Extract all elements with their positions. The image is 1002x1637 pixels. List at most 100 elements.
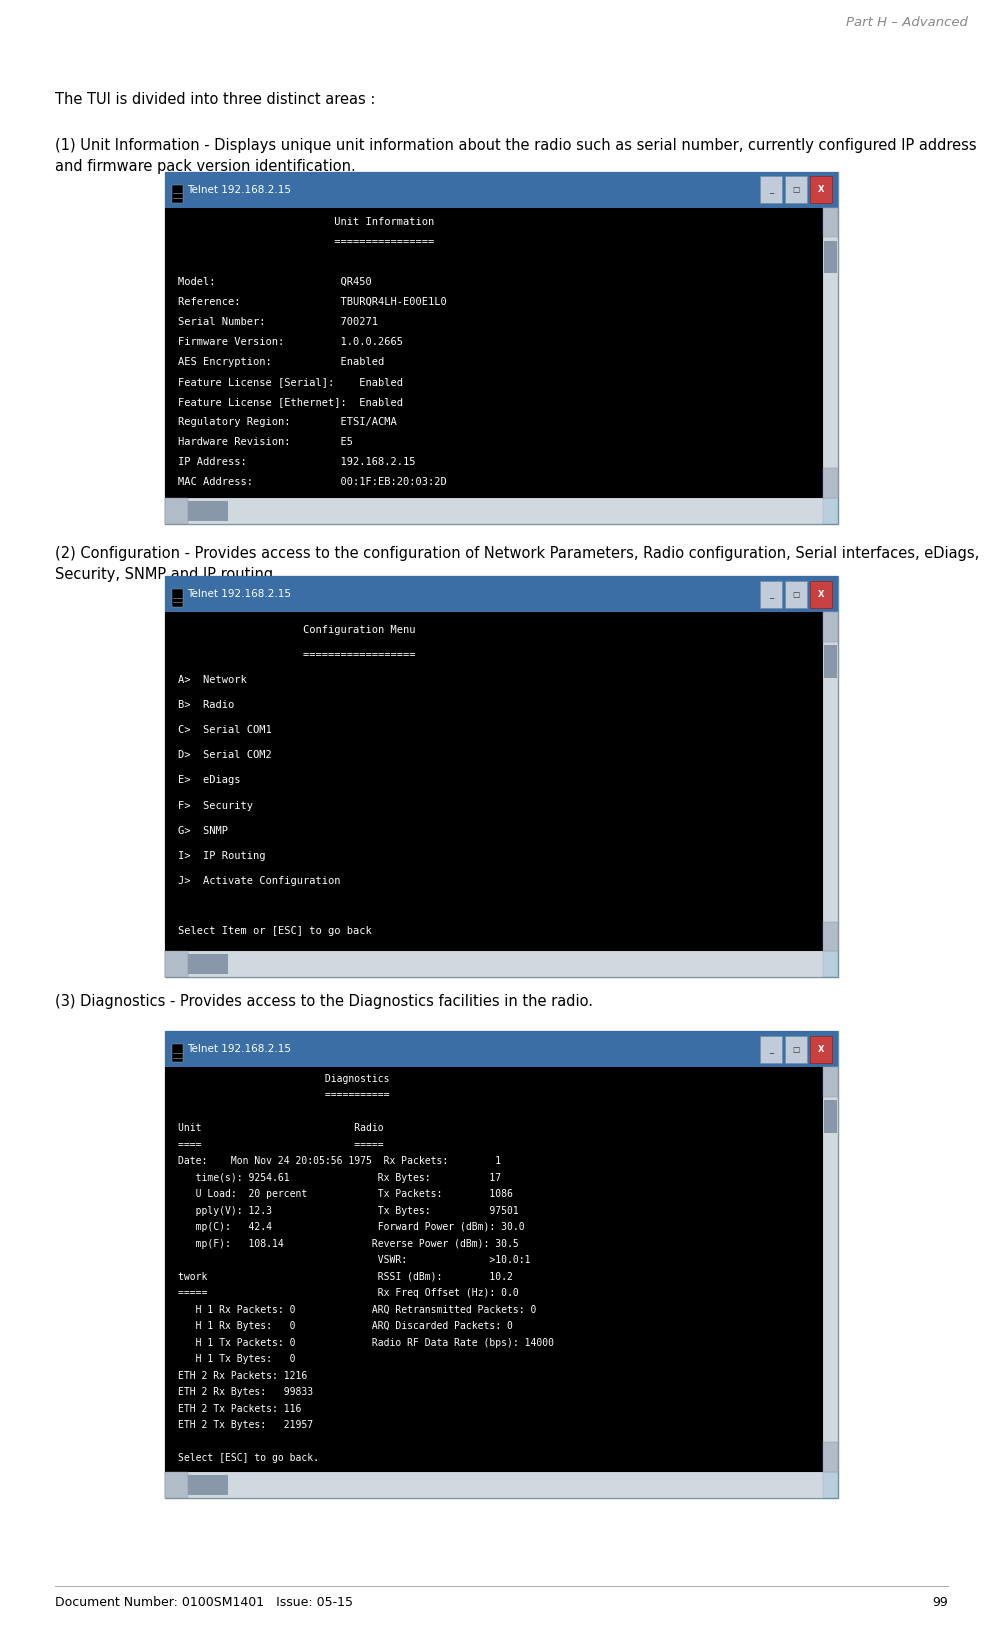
Bar <box>171 1044 182 1062</box>
Bar <box>760 177 782 203</box>
Bar <box>810 177 832 203</box>
Bar <box>823 1067 837 1097</box>
Text: ETH 2 Rx Packets: 1216: ETH 2 Rx Packets: 1216 <box>177 1370 307 1382</box>
Text: Unit                          Radio: Unit Radio <box>177 1123 383 1133</box>
Bar <box>165 172 837 208</box>
Bar <box>824 241 836 273</box>
Text: X: X <box>818 589 824 599</box>
Text: D>  Serial COM2: D> Serial COM2 <box>177 750 271 760</box>
Bar <box>165 576 837 977</box>
Bar <box>165 1067 823 1472</box>
Text: H 1 Tx Bytes:   0: H 1 Tx Bytes: 0 <box>177 1354 295 1364</box>
Text: F>  Security: F> Security <box>177 800 253 810</box>
Text: Serial Number:            700271: Serial Number: 700271 <box>177 318 377 327</box>
Text: (2) Configuration - Provides access to the configuration of Network Parameters, : (2) Configuration - Provides access to t… <box>55 545 978 581</box>
Text: Telnet 192.168.2.15: Telnet 192.168.2.15 <box>187 589 292 599</box>
Text: G>  SNMP: G> SNMP <box>177 825 227 835</box>
Text: C>  Serial COM1: C> Serial COM1 <box>177 725 271 735</box>
Bar <box>823 612 837 642</box>
Text: ETH 2 Rx Bytes:   99833: ETH 2 Rx Bytes: 99833 <box>177 1388 313 1398</box>
Text: Select [ESC] to go back.: Select [ESC] to go back. <box>177 1454 319 1463</box>
Bar <box>171 185 182 203</box>
Bar <box>810 1036 832 1062</box>
Bar <box>165 172 837 524</box>
Text: Document Number: 0100SM1401   Issue: 05-15: Document Number: 0100SM1401 Issue: 05-15 <box>55 1596 353 1609</box>
Text: E>  eDiags: E> eDiags <box>177 776 239 786</box>
Text: pply(V): 12.3                  Tx Bytes:          97501: pply(V): 12.3 Tx Bytes: 97501 <box>177 1206 518 1216</box>
Text: ====                          =====: ==== ===== <box>177 1139 383 1149</box>
Text: VSWR:              >10.0:1: VSWR: >10.0:1 <box>177 1256 529 1265</box>
Bar <box>785 177 807 203</box>
Text: □: □ <box>792 1044 800 1054</box>
Bar <box>823 612 837 951</box>
Bar <box>171 589 182 607</box>
Text: _: _ <box>769 1044 773 1054</box>
Bar <box>823 208 837 498</box>
Text: Telnet 192.168.2.15: Telnet 192.168.2.15 <box>187 185 292 195</box>
Text: Reference:                TBURQR4LH-E00E1L0: Reference: TBURQR4LH-E00E1L0 <box>177 296 446 306</box>
Text: X: X <box>818 1044 824 1054</box>
Bar <box>824 1100 836 1133</box>
Bar <box>165 576 837 612</box>
Bar <box>187 1475 227 1495</box>
Bar <box>810 581 832 607</box>
Text: Unit Information: Unit Information <box>177 216 433 228</box>
Text: X: X <box>818 185 824 195</box>
Bar <box>165 951 823 977</box>
Bar <box>165 208 823 498</box>
Bar <box>165 1472 187 1498</box>
Text: 99: 99 <box>931 1596 947 1609</box>
Text: twork                             RSSI (dBm):        10.2: twork RSSI (dBm): 10.2 <box>177 1272 512 1282</box>
Bar <box>187 501 227 521</box>
Bar <box>823 468 837 498</box>
Bar <box>760 581 782 607</box>
Text: I>  IP Routing: I> IP Routing <box>177 851 265 861</box>
Text: Telnet 192.168.2.15: Telnet 192.168.2.15 <box>187 1044 292 1054</box>
Text: time(s): 9254.61               Rx Bytes:          17: time(s): 9254.61 Rx Bytes: 17 <box>177 1172 500 1184</box>
Bar <box>823 1442 837 1472</box>
Text: _: _ <box>769 589 773 599</box>
Text: Select Item or [ESC] to go back: Select Item or [ESC] to go back <box>177 927 371 936</box>
Text: A>  Network: A> Network <box>177 674 246 684</box>
Text: ==================: ================== <box>177 650 415 660</box>
Text: J>  Activate Configuration: J> Activate Configuration <box>177 876 340 886</box>
Bar <box>760 1036 782 1062</box>
Text: mp(F):   108.14               Reverse Power (dBm): 30.5: mp(F): 108.14 Reverse Power (dBm): 30.5 <box>177 1239 518 1249</box>
Bar <box>165 951 187 977</box>
Text: Date:    Mon Nov 24 20:05:56 1975  Rx Packets:        1: Date: Mon Nov 24 20:05:56 1975 Rx Packet… <box>177 1156 500 1167</box>
Text: □: □ <box>792 589 800 599</box>
Bar <box>165 498 187 524</box>
Text: H 1 Rx Bytes:   0             ARQ Discarded Packets: 0: H 1 Rx Bytes: 0 ARQ Discarded Packets: 0 <box>177 1321 512 1331</box>
Text: Diagnostics: Diagnostics <box>177 1074 389 1084</box>
Text: _: _ <box>769 185 773 195</box>
Bar <box>165 1031 837 1067</box>
Bar <box>785 1036 807 1062</box>
Bar <box>165 1031 837 1498</box>
Bar <box>165 498 823 524</box>
Bar <box>165 612 823 951</box>
Text: IP Address:               192.168.2.15: IP Address: 192.168.2.15 <box>177 457 415 467</box>
Bar <box>823 1067 837 1472</box>
Text: □: □ <box>792 185 800 195</box>
Text: (3) Diagnostics - Provides access to the Diagnostics facilities in the radio.: (3) Diagnostics - Provides access to the… <box>55 994 592 1008</box>
Text: ETH 2 Tx Packets: 116: ETH 2 Tx Packets: 116 <box>177 1405 301 1414</box>
Text: U Load:  20 percent            Tx Packets:        1086: U Load: 20 percent Tx Packets: 1086 <box>177 1190 512 1200</box>
Text: Regulatory Region:        ETSI/ACMA: Regulatory Region: ETSI/ACMA <box>177 417 396 427</box>
Bar <box>187 954 227 974</box>
Text: AES Encryption:           Enabled: AES Encryption: Enabled <box>177 357 384 367</box>
Text: (1) Unit Information - Displays unique unit information about the radio such as : (1) Unit Information - Displays unique u… <box>55 139 976 174</box>
Text: H 1 Tx Packets: 0             Radio RF Data Rate (bps): 14000: H 1 Tx Packets: 0 Radio RF Data Rate (bp… <box>177 1337 553 1347</box>
Text: Hardware Revision:        E5: Hardware Revision: E5 <box>177 437 352 447</box>
Text: =====                             Rx Freq Offset (Hz): 0.0: ===== Rx Freq Offset (Hz): 0.0 <box>177 1288 518 1298</box>
Bar <box>824 645 836 678</box>
Bar <box>165 1472 823 1498</box>
Text: ===========: =========== <box>177 1090 389 1100</box>
Text: ETH 2 Tx Bytes:   21957: ETH 2 Tx Bytes: 21957 <box>177 1421 313 1431</box>
Text: Feature License [Serial]:    Enabled: Feature License [Serial]: Enabled <box>177 377 402 386</box>
Text: Feature License [Ethernet]:  Enabled: Feature License [Ethernet]: Enabled <box>177 396 402 406</box>
Text: ================: ================ <box>177 237 433 247</box>
Text: MAC Address:              00:1F:EB:20:03:2D: MAC Address: 00:1F:EB:20:03:2D <box>177 476 446 486</box>
Bar <box>823 922 837 951</box>
Text: Firmware Version:         1.0.0.2665: Firmware Version: 1.0.0.2665 <box>177 337 402 347</box>
Text: Model:                    QR450: Model: QR450 <box>177 277 371 286</box>
